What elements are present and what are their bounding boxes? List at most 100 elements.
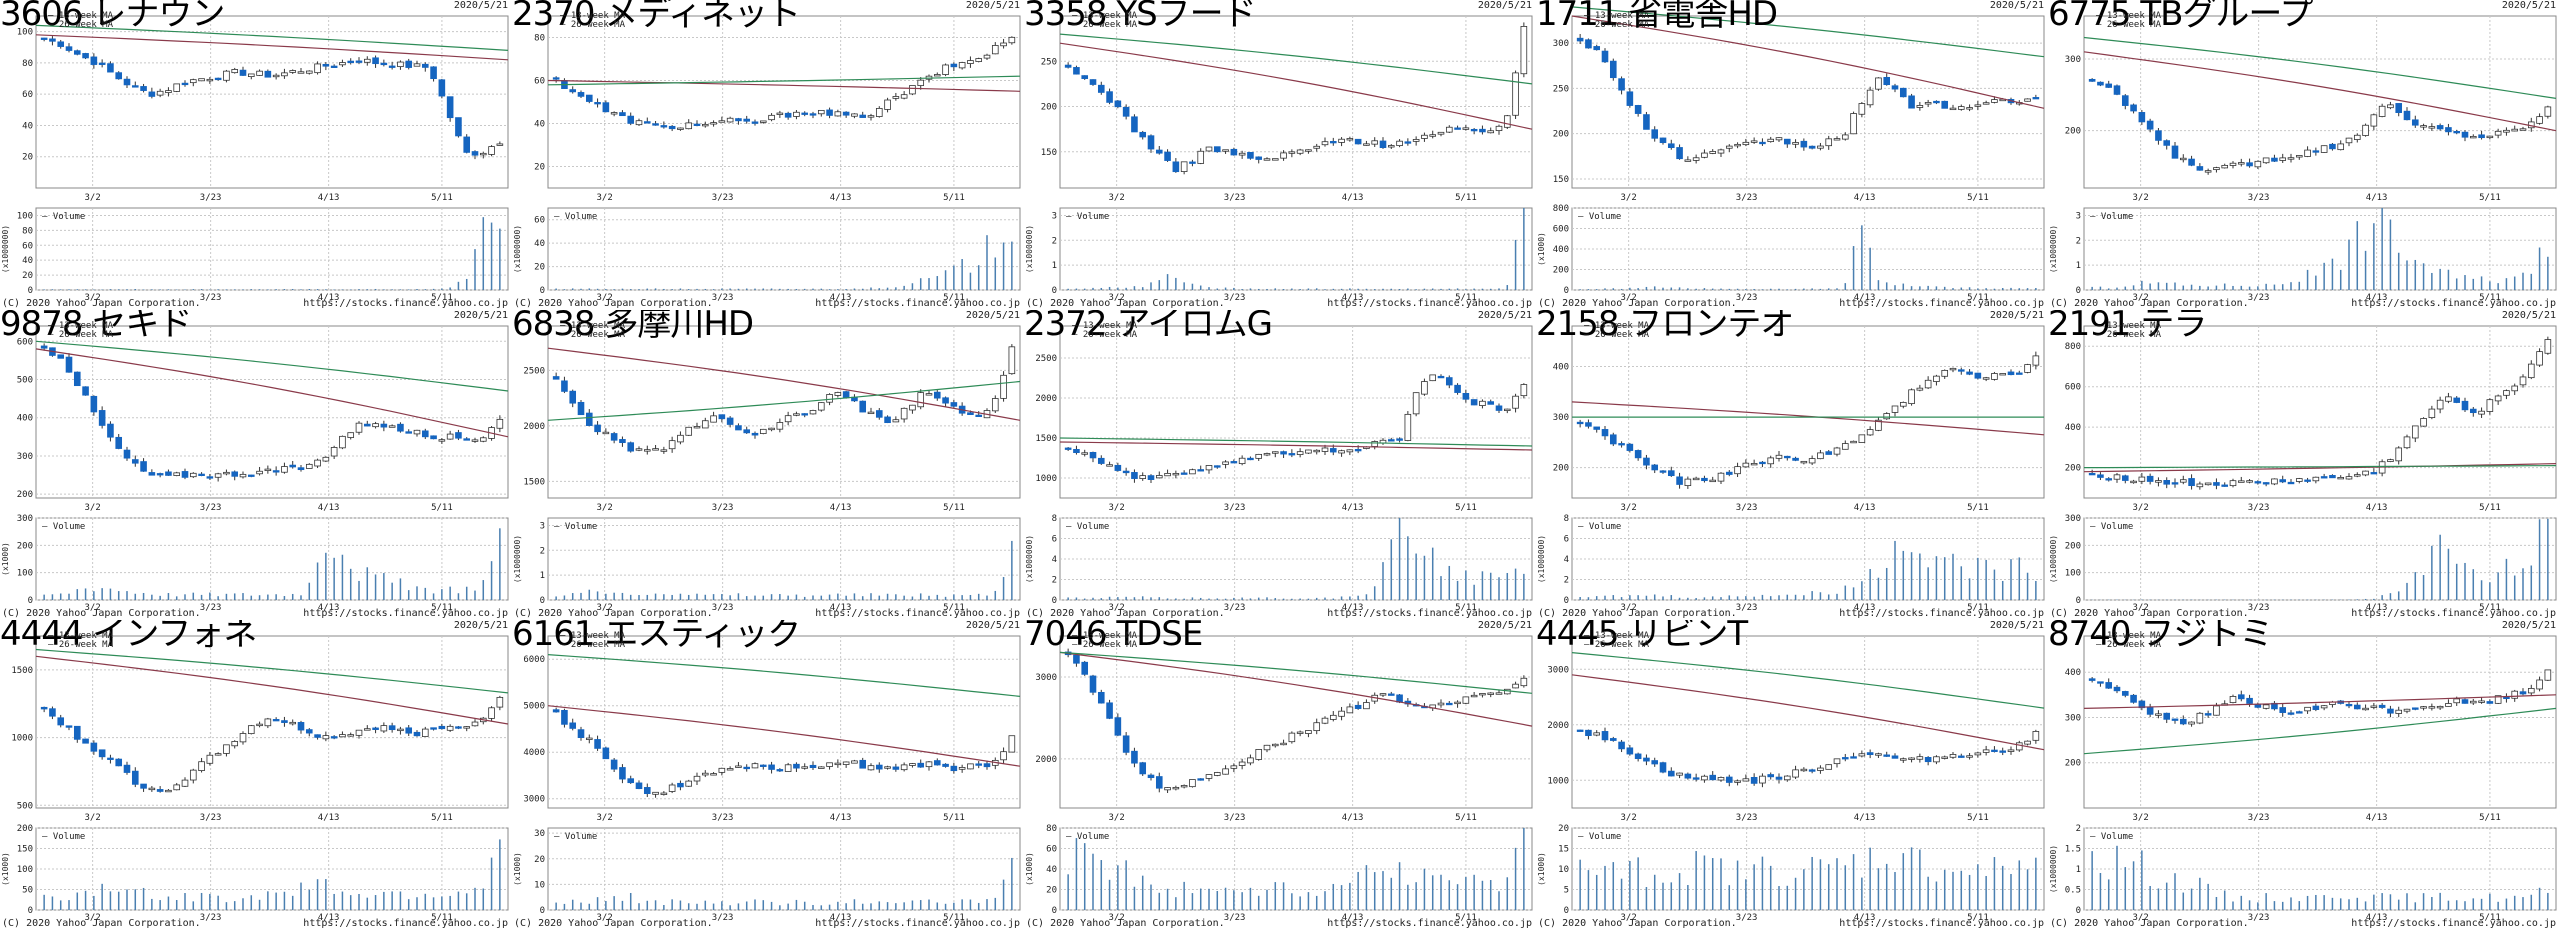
source-url[interactable]: https://stocks.finance.yahoo.co.jp — [1327, 608, 1532, 619]
source-url[interactable]: https://stocks.finance.yahoo.co.jp — [1327, 298, 1532, 309]
price-tick-label: 300 — [1553, 413, 1569, 423]
volume-bar — [59, 289, 62, 290]
volume-bar — [1612, 595, 1615, 600]
source-url[interactable]: https://stocks.finance.yahoo.co.jp — [303, 918, 508, 929]
volume-bar — [407, 289, 410, 290]
stock-chart-panel: 1000 2000 3000 0 5 10 15 20 (x1000) 3/2 3/2 3/23 3/2… — [1536, 620, 2048, 930]
candle-body — [123, 764, 131, 773]
price-tick-label: 5000 — [523, 702, 545, 712]
volume-bar — [977, 593, 980, 600]
source-url[interactable]: https://stocks.finance.yahoo.co.jp — [815, 918, 1020, 929]
candle-body — [1263, 453, 1271, 456]
volume-tick-label: 2 — [2076, 236, 2081, 246]
price-tick-label: 150 — [1553, 175, 1569, 185]
stock-title: 1711 省電舎HD — [1536, 0, 1778, 34]
volume-bar — [117, 289, 120, 290]
candle-body — [627, 778, 635, 784]
volume-bar — [1489, 572, 1492, 600]
volume-bar — [2422, 575, 2425, 600]
ma-legend: — 13-week MA — 26-week MA — [1584, 321, 1650, 340]
volume-bar — [861, 596, 864, 600]
candle-body — [1106, 91, 1113, 103]
volume-bar — [919, 900, 922, 910]
volume-bar — [1952, 288, 1954, 290]
volume-tick-label: 20 — [1558, 824, 1569, 834]
volume-bar — [1711, 858, 1714, 910]
volume-bar — [1794, 877, 1797, 910]
candle-body — [231, 69, 239, 74]
candle-body — [1222, 149, 1229, 152]
volume-bar — [1778, 288, 1780, 290]
source-url[interactable]: https://stocks.finance.yahoo.co.jp — [2351, 918, 2556, 929]
source-url[interactable]: https://stocks.finance.yahoo.co.jp — [1327, 918, 1532, 929]
ma13-line — [1059, 441, 1533, 451]
volume-bar — [1398, 289, 1401, 290]
source-url[interactable]: https://stocks.finance.yahoo.co.jp — [303, 298, 508, 309]
stock-chart-svg: 2003000123(x1000000)3/23/23/233/234/134/… — [2049, 15, 2557, 303]
candle-body — [148, 787, 156, 791]
candle-body — [264, 718, 272, 727]
candle-body — [1717, 777, 1725, 781]
candle-body — [1609, 60, 1617, 79]
volume-bar — [1357, 288, 1359, 290]
source-url[interactable]: https://stocks.finance.yahoo.co.jp — [303, 608, 508, 619]
volume-bar — [1473, 288, 1475, 290]
volume-bar — [2315, 894, 2317, 910]
candle-body — [1321, 141, 1329, 146]
volume-tick-label: 1 — [540, 571, 545, 581]
candle-body — [107, 63, 114, 73]
x-tick-label: 4/13 — [318, 813, 340, 823]
volume-bar — [1919, 286, 1921, 290]
source-url[interactable]: https://stocks.finance.yahoo.co.jp — [1839, 298, 2044, 309]
volume-bar — [1836, 858, 1838, 910]
volume-bar — [1002, 577, 1005, 600]
source-url[interactable]: https://stocks.finance.yahoo.co.jp — [1839, 608, 2044, 619]
volume-tick-label: 0 — [2076, 596, 2081, 606]
candle-body — [1155, 776, 1163, 789]
source-url[interactable]: https://stocks.finance.yahoo.co.jp — [815, 608, 1020, 619]
volume-bar — [1108, 879, 1111, 910]
volume-tick-label: 0 — [1564, 906, 1569, 916]
volume-bar — [101, 883, 103, 910]
source-url[interactable]: https://stocks.finance.yahoo.co.jp — [2351, 298, 2556, 309]
candle-body — [1421, 381, 1428, 395]
candle-body — [2527, 363, 2535, 379]
candle-body — [1676, 476, 1683, 485]
source-url[interactable]: https://stocks.finance.yahoo.co.jp — [1839, 918, 2044, 929]
x-tick-label: 5/11 — [2479, 293, 2501, 303]
volume-bar — [126, 289, 128, 290]
candle-body — [1941, 756, 1949, 759]
candle-body — [967, 60, 974, 64]
ma26-line — [35, 340, 509, 392]
candle-body — [1651, 760, 1659, 765]
source-url[interactable]: https://stocks.finance.yahoo.co.jp — [815, 298, 1020, 309]
candle-body — [2544, 106, 2552, 117]
candle-body — [1122, 106, 1130, 117]
candle-body — [272, 74, 280, 78]
volume-bar — [499, 528, 501, 600]
volume-bar — [2091, 286, 2093, 290]
candle-body — [1503, 408, 1511, 412]
ma-legend: — 13-week MA — 26-week MA — [2096, 11, 2162, 30]
candle-body — [958, 62, 966, 69]
copyright-text: (C) 2020 Yahoo Japan Corporation. — [514, 608, 713, 619]
candle-body — [372, 423, 379, 428]
volume-bar — [605, 593, 607, 600]
candle-body — [2155, 130, 2162, 141]
price-tick-label: 200 — [1553, 130, 1569, 140]
candle-body — [1866, 89, 1874, 106]
candle-body — [1601, 731, 1609, 741]
volume-legend: — Volume — [42, 832, 85, 842]
volume-bar — [1695, 598, 1697, 600]
candle-body — [281, 720, 288, 723]
volume-bar — [1985, 875, 1987, 910]
source-url[interactable]: https://stocks.finance.yahoo.co.jp — [2351, 608, 2556, 619]
candle-body — [2015, 742, 2023, 751]
candle-body — [1734, 780, 1741, 783]
candle-body — [925, 761, 933, 768]
candle-body — [1073, 449, 1080, 454]
volume-bar — [828, 594, 831, 600]
candle-body — [718, 414, 726, 420]
volume-bar — [1175, 897, 1177, 910]
candle-body — [900, 764, 908, 771]
